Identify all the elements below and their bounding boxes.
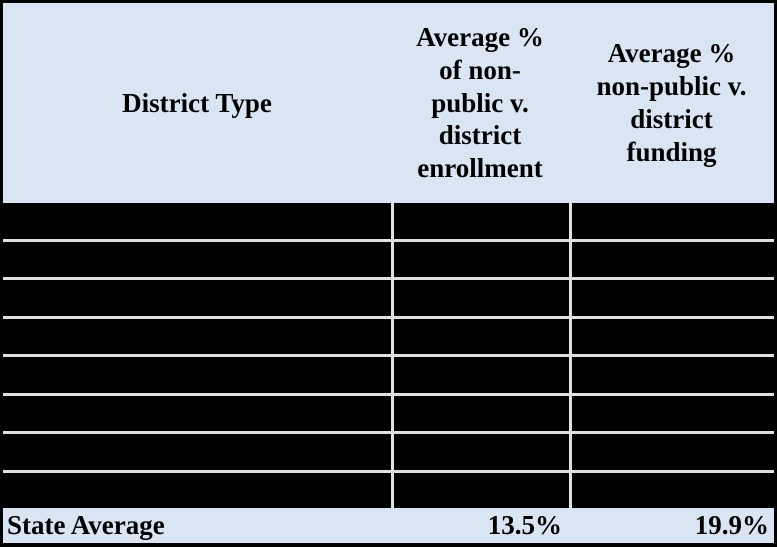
table-header-row: District Type Average % of non- public v… <box>3 3 774 203</box>
table-body <box>3 203 774 508</box>
redacted-cell-enrollment-pct <box>394 318 569 354</box>
redacted-cell-district-type <box>3 280 391 316</box>
footer-state-average-label: State Average <box>7 510 165 540</box>
redacted-cell-enrollment-pct <box>394 434 569 470</box>
redacted-cell-funding-pct <box>572 280 774 316</box>
redacted-cell-enrollment-pct <box>394 203 569 239</box>
footer-funding-value: 19.9% <box>694 510 769 540</box>
footer-enrollment-value: 13.5% <box>487 510 562 540</box>
header-cell-district-type: District Type <box>122 87 272 118</box>
table-row <box>3 203 774 239</box>
redacted-cell-enrollment-pct <box>394 472 569 508</box>
redacted-cell-district-type <box>3 318 391 354</box>
redacted-cell-enrollment-pct <box>394 280 569 316</box>
redacted-cell-funding-pct <box>572 357 774 393</box>
table-footer-row: State Average 13.5% 19.9% <box>3 508 774 543</box>
redacted-cell-funding-pct <box>572 318 774 354</box>
redacted-cell-enrollment-pct <box>394 395 569 431</box>
table-row <box>3 241 774 277</box>
table-row <box>3 395 774 431</box>
redacted-cell-district-type <box>3 472 391 508</box>
redacted-cell-district-type <box>3 395 391 431</box>
redacted-cell-funding-pct <box>572 395 774 431</box>
redacted-cell-district-type <box>3 241 391 277</box>
redacted-cell-district-type <box>3 434 391 470</box>
table-row <box>3 318 774 354</box>
redacted-cell-enrollment-pct <box>394 357 569 393</box>
header-cell-funding-pct: Average % non-public v. district funding <box>596 38 747 167</box>
redacted-cell-district-type <box>3 357 391 393</box>
table-row <box>3 280 774 316</box>
table-row <box>3 434 774 470</box>
header-cell-enrollment-pct: Average % of non- public v. district enr… <box>416 21 544 184</box>
redacted-cell-district-type <box>3 203 391 239</box>
redacted-cell-enrollment-pct <box>394 241 569 277</box>
table-inner: District Type Average % of non- public v… <box>3 3 774 543</box>
redacted-cell-funding-pct <box>572 472 774 508</box>
table-row <box>3 472 774 508</box>
redacted-cell-funding-pct <box>572 241 774 277</box>
table-row <box>3 357 774 393</box>
redacted-cell-funding-pct <box>572 203 774 239</box>
redacted-cell-funding-pct <box>572 434 774 470</box>
